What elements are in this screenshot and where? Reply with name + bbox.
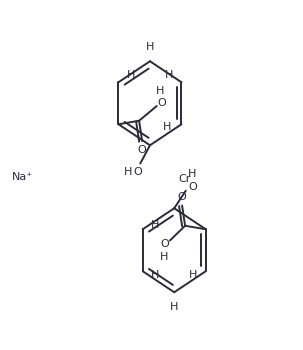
Text: O: O — [158, 98, 167, 108]
Text: H: H — [146, 42, 154, 51]
Text: O: O — [188, 182, 197, 192]
Text: H: H — [188, 169, 197, 179]
Text: O: O — [160, 239, 169, 249]
Text: H: H — [151, 271, 160, 280]
Text: H: H — [160, 252, 169, 262]
Text: H: H — [189, 271, 197, 280]
Text: Na⁺: Na⁺ — [12, 172, 33, 182]
Text: H: H — [151, 220, 160, 230]
Text: H: H — [156, 86, 165, 96]
Text: O: O — [178, 192, 186, 202]
Text: H: H — [127, 70, 135, 80]
Text: Cr: Cr — [179, 174, 191, 183]
Text: H: H — [163, 122, 171, 132]
Text: H: H — [165, 70, 173, 80]
Text: H: H — [123, 167, 132, 177]
Text: O: O — [138, 145, 147, 155]
Text: H: H — [170, 302, 178, 312]
Text: O: O — [133, 167, 142, 177]
